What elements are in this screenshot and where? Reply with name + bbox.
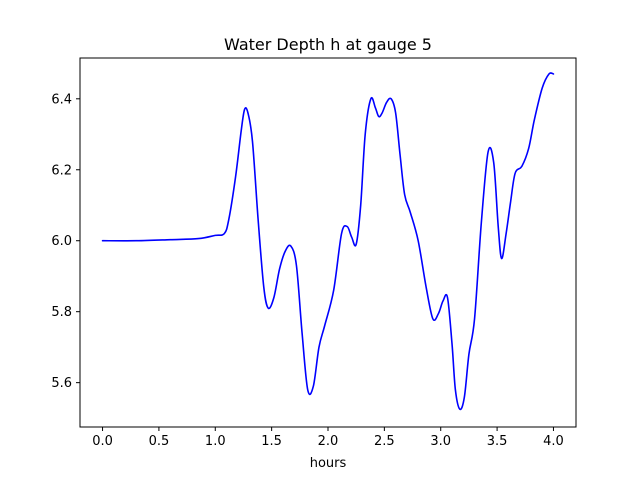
x-tick-label: 3.5 bbox=[487, 434, 508, 449]
x-tick-label: 4.0 bbox=[543, 434, 564, 449]
y-axis-ticks: 5.6 5.8 6.0 6.2 6.4 bbox=[51, 92, 80, 391]
y-tick-label: 5.8 bbox=[51, 305, 72, 320]
x-axis-ticks: 0.0 0.5 1.0 1.5 2.0 2.5 3.0 3.5 4.0 bbox=[92, 427, 564, 449]
x-tick-label: 2.0 bbox=[318, 434, 339, 449]
y-tick-label: 6.2 bbox=[51, 163, 72, 178]
x-tick-label: 2.5 bbox=[374, 434, 395, 449]
y-tick-label: 6.4 bbox=[51, 92, 72, 107]
y-tick-label: 6.0 bbox=[51, 234, 72, 249]
x-tick-label: 3.0 bbox=[430, 434, 451, 449]
x-tick-label: 1.5 bbox=[261, 434, 282, 449]
y-tick-label: 5.6 bbox=[51, 376, 72, 391]
x-axis-label: hours bbox=[310, 456, 347, 471]
x-tick-label: 1.0 bbox=[205, 434, 226, 449]
chart-title: Water Depth h at gauge 5 bbox=[224, 35, 432, 54]
x-tick-label: 0.0 bbox=[92, 434, 113, 449]
x-tick-label: 0.5 bbox=[149, 434, 170, 449]
series-line-0 bbox=[101, 72, 555, 411]
